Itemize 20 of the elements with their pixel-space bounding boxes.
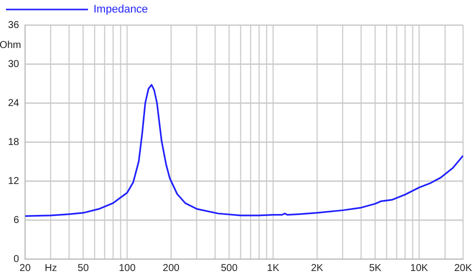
x-tick-label: 100: [118, 262, 136, 274]
y-tick-label: 18: [8, 136, 20, 148]
x-tick-label: 500: [220, 262, 238, 274]
x-tick-label: 10K: [410, 262, 428, 274]
y-tick-label: 36: [8, 20, 20, 31]
y-tick-label: 24: [8, 98, 20, 109]
x-tick-label: 1K: [267, 262, 280, 274]
x-tick-label: 20: [20, 262, 32, 274]
x-tick-label: 200: [162, 262, 180, 274]
y-axis-title: Ohm: [0, 40, 22, 51]
x-tick-label: 2K: [310, 262, 324, 274]
x-tick-label: Hz: [44, 262, 57, 274]
x-tick-label: 50: [78, 262, 90, 274]
y-tick-label: 0: [14, 254, 20, 265]
x-tick-label: 5K: [369, 262, 382, 274]
y-tick-label: 30: [8, 58, 20, 70]
y-tick-label: 6: [14, 214, 20, 226]
text: Impedance: [94, 4, 148, 16]
x-tick-label: 20K: [454, 262, 472, 274]
y-tick-label: 12: [8, 176, 20, 187]
